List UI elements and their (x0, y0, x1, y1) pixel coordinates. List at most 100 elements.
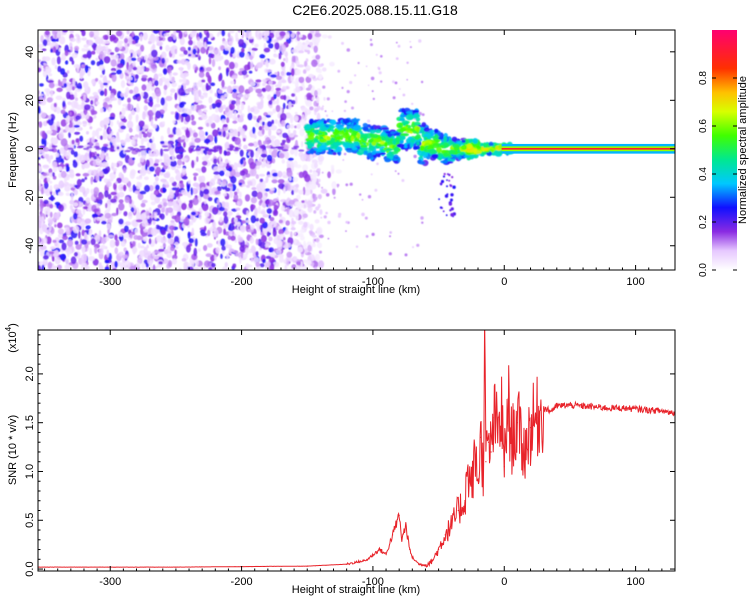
heatmap-cell (69, 30, 74, 34)
heatmap-cell (169, 225, 175, 231)
heatmap-cell (283, 58, 286, 62)
heatmap-cell (172, 127, 177, 135)
heatmap-cell (236, 104, 240, 111)
heatmap-cell (227, 32, 231, 38)
heatmap-cell (309, 132, 315, 137)
snr-data-point (493, 417, 495, 419)
heatmap-cell (272, 209, 279, 216)
heatmap-cell (308, 84, 313, 90)
snr-data-point (411, 556, 413, 558)
heatmap-cell (255, 79, 262, 83)
heatmap-cell (488, 141, 494, 147)
heatmap-cell (351, 106, 354, 110)
heatmap-cell (250, 107, 255, 113)
heatmap-cell (153, 255, 160, 260)
heatmap-cell (129, 232, 133, 239)
heatmap-cell (159, 45, 163, 50)
heatmap-cell (241, 220, 246, 224)
heatmap-cell (205, 253, 212, 258)
heatmap-cell (43, 68, 46, 72)
heatmap-cell (247, 36, 255, 40)
heatmap-cell (104, 190, 109, 198)
heatmap-cell (163, 33, 170, 37)
heatmap-cell (317, 105, 321, 111)
heatmap-cell (163, 88, 167, 96)
heatmap-cell (213, 174, 220, 180)
heatmap-cell (134, 93, 140, 98)
heatmap-cell (55, 95, 63, 101)
heatmap-cell (447, 161, 454, 164)
heatmap-cell (43, 139, 47, 147)
heatmap-cell (234, 171, 241, 178)
heatmap-cell (47, 261, 53, 270)
heatmap-cell (448, 202, 453, 206)
snr-data-point (482, 470, 484, 473)
heatmap-cell (272, 108, 277, 114)
heatmap-cell (163, 201, 168, 207)
heatmap-cell (67, 173, 75, 178)
heatmap-cell (264, 262, 270, 270)
heatmap-cell (215, 247, 220, 254)
heatmap-cell (224, 59, 230, 66)
heatmap-cell (189, 220, 194, 226)
heatmap-cell (76, 179, 82, 187)
heatmap-cell (115, 135, 119, 141)
svg-text:(x104): (x104) (4, 323, 19, 353)
heatmap-cell (197, 100, 203, 104)
heatmap-cell (393, 146, 399, 152)
heatmap-cell (322, 105, 324, 108)
heatmap-cell (177, 159, 183, 166)
heatmap-cell (261, 87, 267, 93)
heatmap-cell (134, 74, 139, 80)
heatmap-cell (172, 203, 179, 212)
heatmap-cell (200, 175, 206, 183)
heatmap-cell (124, 225, 129, 233)
heatmap-cell (135, 219, 143, 223)
heatmap-cell (296, 261, 301, 266)
heatmap-cell (300, 107, 308, 112)
heatmap-cell (288, 132, 295, 138)
heatmap-cell (330, 164, 335, 169)
heatmap-cell (350, 135, 355, 142)
heatmap-cell (127, 37, 133, 43)
heatmap-cell (126, 30, 130, 35)
heatmap-cell (206, 67, 212, 72)
heatmap-cell (130, 52, 133, 58)
heatmap-cell (51, 145, 58, 148)
heatmap-cell (307, 32, 313, 40)
heatmap-cell (261, 235, 267, 243)
heatmap-cell (42, 172, 48, 177)
heatmap-cell (298, 76, 305, 84)
heatmap-cell (208, 141, 215, 145)
heatmap-cell (79, 135, 84, 142)
heatmap-cell (190, 105, 196, 110)
heatmap-cell (147, 142, 150, 147)
heatmap-cell (307, 244, 312, 252)
heatmap-cell (95, 235, 101, 243)
heatmap-cell (81, 239, 88, 245)
heatmap-cell (326, 142, 330, 146)
heatmap-cell (285, 31, 290, 40)
heatmap-cell (167, 127, 171, 135)
snr-data-point (346, 563, 348, 565)
heatmap-cell (74, 45, 80, 51)
heatmap-cell (128, 76, 133, 81)
heatmap-cell (355, 245, 359, 248)
heatmap-cell (134, 228, 139, 234)
heatmap-cell (226, 253, 229, 259)
heatmap-cell (63, 166, 67, 170)
heatmap-cell (65, 124, 70, 132)
heatmap-cell (110, 67, 117, 72)
heatmap-cell (303, 221, 308, 228)
heatmap-cell (286, 163, 291, 168)
heatmap-cell (370, 43, 373, 47)
heatmap-cell (164, 30, 171, 33)
heatmap-cell (183, 218, 190, 226)
heatmap-cell (123, 45, 129, 54)
heatmap-cell (211, 58, 216, 68)
heatmap-cell (250, 204, 256, 210)
heatmap-cell (461, 139, 466, 143)
heatmap-cell (38, 156, 41, 160)
heatmap-cell (192, 172, 199, 177)
heatmap-cell (327, 171, 331, 179)
